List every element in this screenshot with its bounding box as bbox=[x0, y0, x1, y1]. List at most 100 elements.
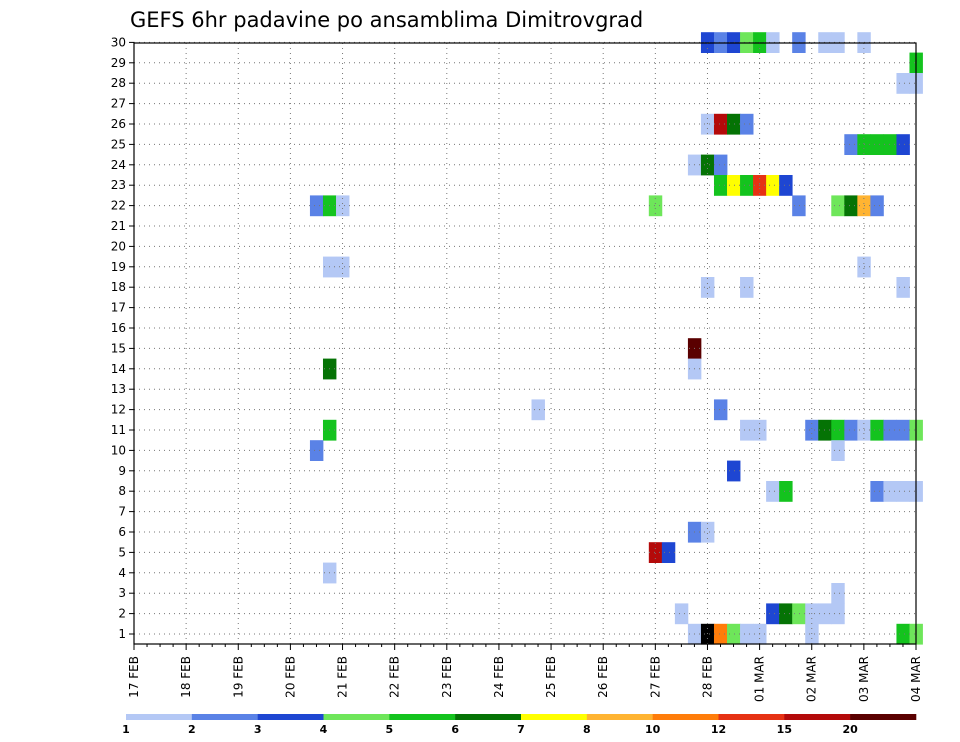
precip-cell bbox=[700, 277, 715, 298]
x-tick-label: 22 FEB bbox=[388, 656, 402, 698]
color-legend: 1 2 3 4 5 6 7 8 10 12 15 20 bbox=[122, 714, 917, 736]
colorbar-swatch bbox=[455, 714, 522, 720]
precip-cell bbox=[713, 399, 728, 421]
x-tick-label: 17 FEB bbox=[127, 656, 141, 698]
colorbar-swatch bbox=[586, 714, 653, 720]
colorbar-label: 8 bbox=[583, 723, 591, 736]
x-tick-label: 20 FEB bbox=[283, 656, 297, 698]
colorbar-label: 2 bbox=[188, 723, 196, 736]
y-tick-label: 5 bbox=[118, 545, 126, 559]
colorbar-label: 5 bbox=[386, 723, 394, 736]
precip-cell bbox=[740, 113, 754, 135]
x-tick-label: 21 FEB bbox=[336, 656, 350, 698]
x-tick-label: 19 FEB bbox=[231, 656, 245, 698]
plot-frame bbox=[133, 42, 917, 645]
colorbar-label: 4 bbox=[320, 723, 328, 736]
y-tick-label: 6 bbox=[118, 525, 126, 539]
y-tick-label: 15 bbox=[111, 341, 126, 355]
y-tick-label: 4 bbox=[118, 566, 126, 580]
y-tick-label: 3 bbox=[118, 586, 126, 600]
precip-cell bbox=[713, 623, 728, 645]
precip-cell bbox=[700, 154, 715, 176]
colorbar-label: 3 bbox=[254, 723, 262, 736]
colorbar-swatch bbox=[652, 714, 719, 720]
y-tick-label: 26 bbox=[111, 117, 126, 131]
colorbar-swatch bbox=[784, 714, 851, 720]
x-tick-label: 18 FEB bbox=[179, 656, 193, 698]
y-tick-label: 9 bbox=[118, 464, 126, 478]
precip-cell bbox=[740, 175, 754, 196]
precip-cell bbox=[700, 623, 715, 645]
precip-cell bbox=[896, 134, 910, 155]
y-tick-label: 20 bbox=[111, 239, 126, 253]
precip-cell bbox=[713, 113, 728, 135]
colorbar-swatch bbox=[323, 714, 390, 720]
precip-cell bbox=[727, 175, 741, 196]
y-tick-label: 23 bbox=[111, 178, 126, 192]
precip-cell bbox=[336, 256, 350, 278]
colorbar-swatch bbox=[191, 714, 258, 720]
precip-cell bbox=[309, 195, 324, 217]
precip-cell bbox=[831, 440, 845, 461]
precip-cell bbox=[896, 73, 910, 94]
colorbar-swatch bbox=[521, 714, 588, 720]
y-tick-label: 10 bbox=[111, 443, 126, 457]
precip-cell bbox=[831, 583, 845, 604]
precip-cell bbox=[766, 603, 780, 625]
colorbar-swatch bbox=[389, 714, 456, 720]
precip-cell bbox=[779, 175, 793, 196]
precip-cell bbox=[779, 603, 793, 625]
colorbar-label: 10 bbox=[645, 723, 661, 736]
grid-lines bbox=[134, 41, 916, 644]
precip-cell bbox=[727, 113, 741, 135]
colorbar-swatch bbox=[126, 714, 193, 720]
y-tick-label: 19 bbox=[111, 260, 126, 274]
x-tick-label: 28 FEB bbox=[700, 656, 714, 698]
precip-cell bbox=[870, 419, 884, 441]
x-tick-label: 25 FEB bbox=[544, 656, 558, 698]
precip-cell bbox=[740, 623, 754, 645]
colorbar-label: 7 bbox=[517, 723, 525, 736]
x-tick-label: 24 FEB bbox=[492, 656, 506, 698]
precip-cell bbox=[531, 399, 545, 421]
precip-cell bbox=[713, 154, 728, 176]
precip-cell bbox=[883, 481, 897, 502]
y-tick-label: 28 bbox=[111, 76, 126, 90]
y-tick-label: 16 bbox=[111, 321, 126, 335]
precip-cell bbox=[831, 603, 845, 625]
y-tick-label: 2 bbox=[118, 607, 126, 621]
precip-cell bbox=[870, 481, 884, 502]
precip-cell bbox=[883, 134, 897, 155]
precip-cell bbox=[870, 134, 884, 155]
y-tick-label: 29 bbox=[111, 56, 126, 70]
precip-cell bbox=[700, 521, 715, 543]
precip-cell bbox=[740, 277, 754, 298]
precip-cell bbox=[727, 623, 741, 645]
y-tick-label: 14 bbox=[111, 362, 126, 376]
y-tick-label: 7 bbox=[118, 505, 126, 519]
precip-cell bbox=[766, 175, 780, 196]
y-tick-label: 8 bbox=[118, 484, 126, 498]
precip-cell bbox=[336, 195, 350, 217]
y-tick-label: 24 bbox=[111, 158, 126, 172]
precip-cell bbox=[896, 623, 910, 645]
axes: 1234567891011121314151617181920212223242… bbox=[111, 35, 923, 702]
precip-cell bbox=[883, 419, 897, 441]
colorbar-swatch bbox=[850, 714, 917, 720]
chart-title: GEFS 6hr padavine po ansamblima Dimitrov… bbox=[130, 8, 643, 32]
colorbar-swatch bbox=[718, 714, 785, 720]
precip-cell bbox=[661, 542, 676, 563]
x-tick-label: 26 FEB bbox=[596, 656, 610, 698]
y-tick-label: 21 bbox=[111, 219, 126, 233]
precip-cell bbox=[805, 419, 819, 441]
precip-cell bbox=[309, 440, 324, 461]
x-tick-label: 02 MAR bbox=[805, 656, 819, 702]
precip-cell bbox=[870, 195, 884, 217]
colorbar-label: 12 bbox=[711, 723, 726, 736]
precip-cell bbox=[713, 175, 728, 196]
x-tick-label: 23 FEB bbox=[440, 656, 454, 698]
y-tick-label: 25 bbox=[111, 137, 126, 151]
precip-cell bbox=[648, 195, 663, 217]
x-tick-label: 27 FEB bbox=[648, 656, 662, 698]
